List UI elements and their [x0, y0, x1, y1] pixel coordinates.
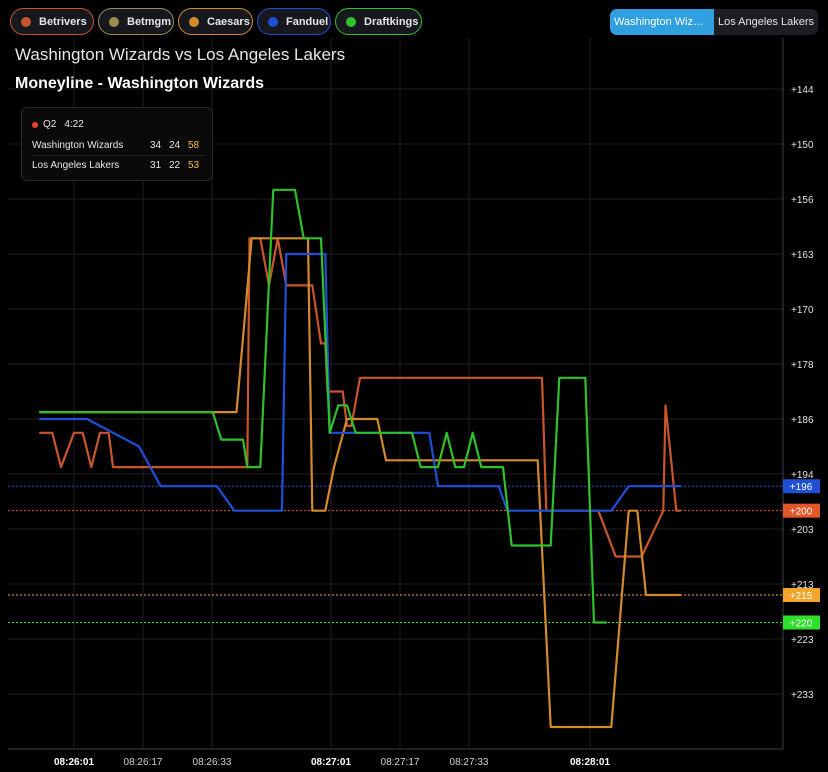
series-line-betrivers — [39, 237, 681, 558]
book-filter-fanduel[interactable]: Fanduel — [257, 8, 331, 35]
book-color-dot-icon — [346, 16, 356, 27]
y-tick-label: +233 — [791, 690, 814, 701]
score-q2: 24 — [169, 139, 181, 151]
current-value-badge — [783, 615, 820, 630]
y-tick-label: +163 — [791, 250, 814, 261]
book-filter-label: Betmgm — [127, 15, 172, 28]
book-filter-betmgm[interactable]: Betmgm — [98, 8, 174, 35]
live-dot-icon — [32, 121, 38, 128]
book-color-dot-icon — [268, 16, 278, 27]
y-tick-label: +156 — [791, 195, 814, 206]
book-filter-label: Betrivers — [39, 15, 87, 28]
game-period: Q2 4:22 — [32, 119, 84, 130]
y-tick-label: +144 — [791, 85, 814, 96]
x-tick-label: 08:26:01 — [54, 757, 94, 768]
x-tick-label: 08:28:01 — [570, 757, 610, 768]
score-total: 58 — [188, 139, 200, 151]
y-tick-label: +186 — [791, 415, 814, 426]
series-line-draftkings — [39, 188, 607, 624]
book-color-dot-icon — [109, 16, 119, 27]
team-option-washington-label: Washington Wizar... — [614, 16, 710, 28]
book-filter-label: Draftkings — [364, 15, 419, 28]
chart-subtitle: Moneyline - Washington Wizards — [15, 75, 265, 92]
score-total: 53 — [188, 159, 200, 171]
x-tick-label: 08:26:33 — [193, 757, 232, 768]
series-line-caesars — [39, 237, 681, 729]
book-color-dot-icon — [189, 16, 199, 27]
x-tick-label: 08:27:01 — [311, 757, 351, 768]
y-tick-label: +203 — [791, 525, 814, 536]
x-tick-label: 08:26:17 — [124, 757, 163, 768]
current-value-badge — [783, 588, 820, 602]
team-option-lakers-label: Los Angeles Lakers — [718, 16, 814, 28]
y-tick-label: +223 — [791, 635, 814, 646]
score-row-home: Washington Wizards 34 24 58 — [32, 135, 206, 156]
current-value-label: +220 — [790, 619, 813, 630]
y-tick-label: +194 — [791, 470, 814, 481]
current-value-label: +196 — [790, 482, 813, 493]
book-filter-label: Fanduel — [286, 15, 329, 28]
current-value-label: +215 — [790, 591, 813, 602]
period-label: Q2 — [43, 119, 57, 130]
score-q1: 31 — [150, 159, 162, 171]
book-filter-betrivers[interactable]: Betrivers — [10, 8, 94, 35]
book-color-dot-icon — [21, 16, 31, 27]
current-value-label: +200 — [790, 507, 813, 518]
score-q1: 34 — [150, 139, 162, 151]
chart-title: Washington Wizards vs Los Angeles Lakers — [15, 45, 346, 64]
game-clock: 4:22 — [64, 119, 84, 130]
y-tick-label: +150 — [791, 140, 814, 151]
score-team-name: Washington Wizards — [32, 139, 124, 151]
team-option-washington[interactable]: Washington Wizar... — [610, 9, 714, 35]
team-option-lakers[interactable]: Los Angeles Lakers — [714, 9, 818, 35]
book-filter-label: Caesars — [207, 15, 250, 28]
score-row-away: Los Angeles Lakers 31 22 53 — [32, 155, 206, 175]
score-team-name: Los Angeles Lakers — [32, 159, 120, 171]
odds-line-chart: +144 +150 +156 +163 +170 +178 +186 +194 +203 +213… — [8, 38, 820, 768]
team-toggle[interactable]: Washington Wizar... Los Angeles Lakers — [610, 9, 818, 35]
x-tick-label: 08:27:33 — [450, 757, 489, 768]
current-value-badge — [783, 479, 820, 494]
y-tick-label: +178 — [791, 360, 814, 371]
top-bar: Betrivers Betmgm Caesars Fanduel Draftkings … — [0, 0, 828, 38]
book-filter-caesars[interactable]: Caesars — [178, 8, 253, 35]
y-tick-label: +170 — [791, 305, 814, 316]
x-tick-label: 08:27:17 — [381, 757, 420, 768]
book-filter-draftkings[interactable]: Draftkings — [335, 8, 422, 35]
scoreboard: Q2 4:22 Washington Wizards 34 24 58 Los … — [21, 107, 213, 181]
y-tick-label: +213 — [791, 580, 814, 591]
current-value-badge — [783, 503, 820, 518]
score-q2: 22 — [169, 159, 181, 171]
